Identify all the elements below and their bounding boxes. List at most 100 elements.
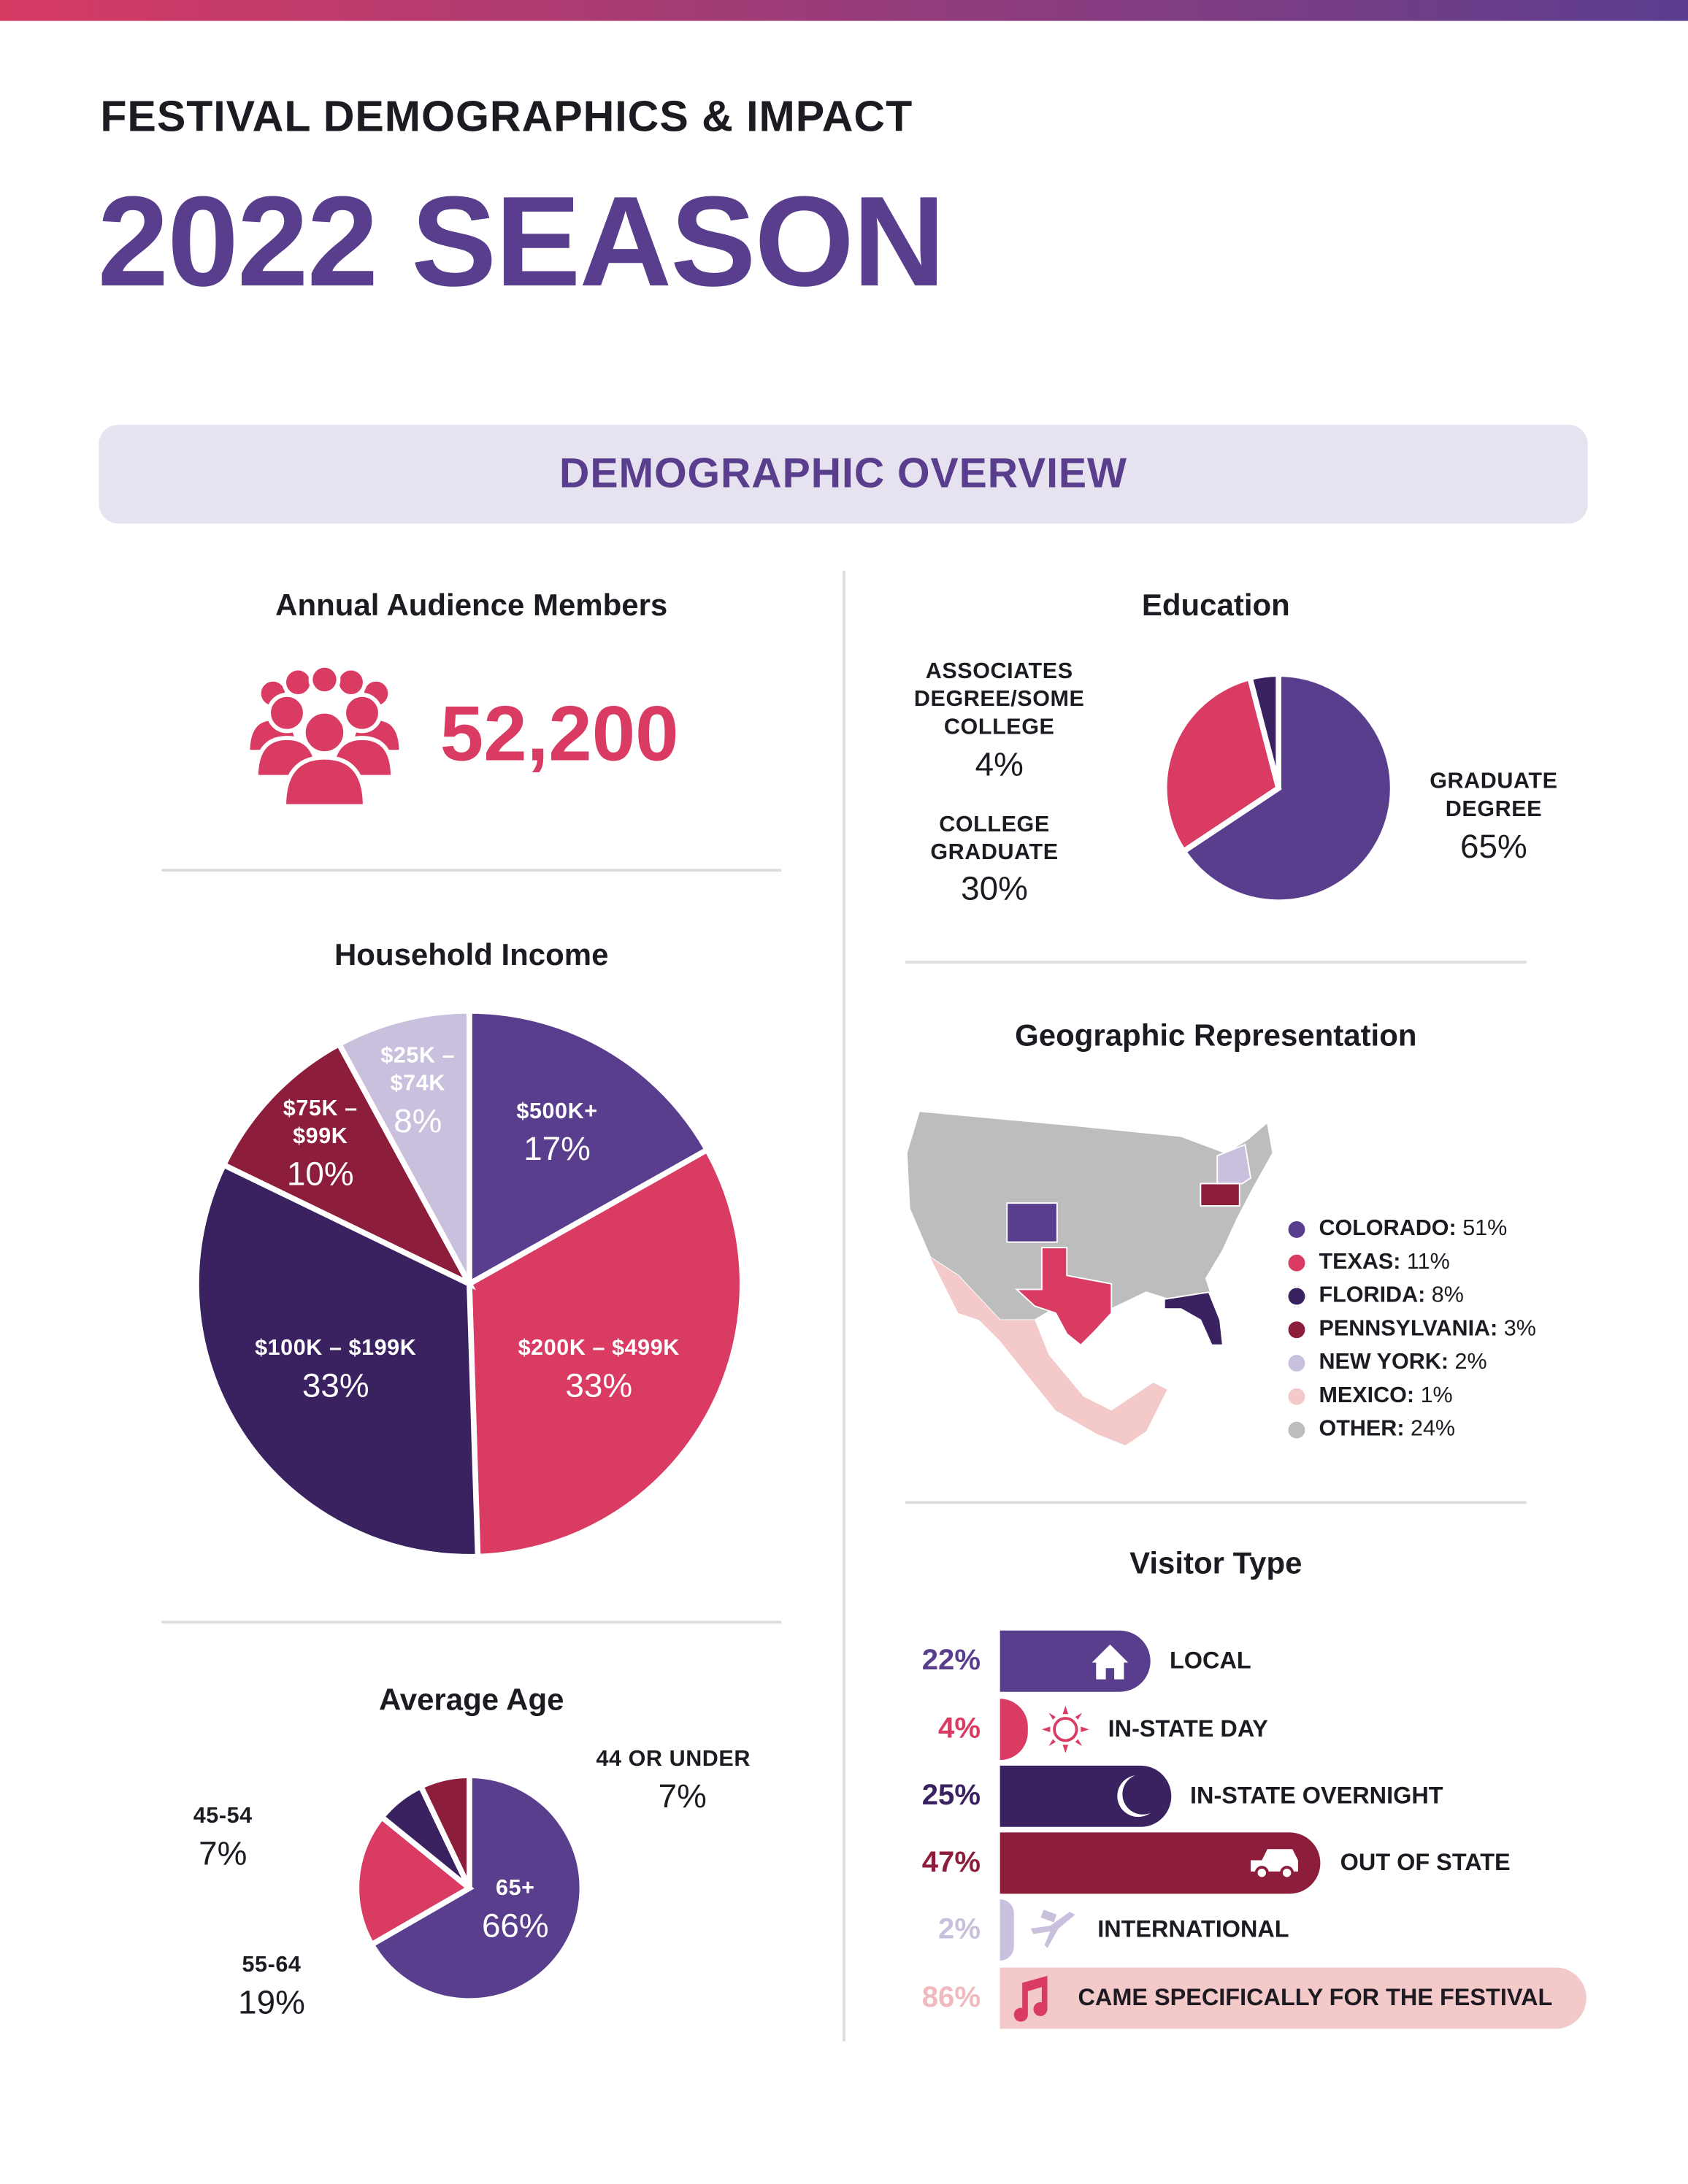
income-label: $500K+ bbox=[516, 1100, 598, 1124]
visitor-pct: 22% bbox=[921, 1644, 981, 1677]
education-slice bbox=[1246, 671, 1281, 789]
visitor-row: 86% CAME SPECIFICALLY FOR THE FESTIVAL bbox=[891, 1967, 1587, 2029]
age-label: 45-54 bbox=[193, 1804, 253, 1829]
new-york-region bbox=[1216, 1143, 1252, 1185]
divider bbox=[905, 1501, 1527, 1504]
legend-swatch bbox=[1288, 1321, 1305, 1339]
income-slice bbox=[466, 1146, 745, 1560]
age-pct: 66% bbox=[481, 1907, 549, 1945]
income-pct: 33% bbox=[565, 1367, 633, 1405]
legend-swatch bbox=[1288, 1288, 1305, 1305]
divider bbox=[161, 869, 782, 872]
section-title: DEMOGRAPHIC OVERVIEW bbox=[559, 450, 1128, 497]
income-slice bbox=[193, 1161, 481, 1560]
florida-region bbox=[1163, 1291, 1224, 1346]
visitor-label: IN-STATE OVERNIGHT bbox=[1190, 1782, 1443, 1809]
visitor-bar bbox=[1000, 1832, 1321, 1894]
visitor-label: IN-STATE DAY bbox=[1108, 1715, 1268, 1742]
education-pct: 30% bbox=[961, 870, 1028, 908]
house-icon bbox=[1089, 1642, 1130, 1680]
divider bbox=[905, 961, 1527, 964]
age-pct: 7% bbox=[658, 1778, 707, 1816]
visitor-row: 25% IN-STATE OVERNIGHT bbox=[891, 1765, 1443, 1827]
age-label: 65+ bbox=[496, 1877, 535, 1901]
age-pct: 19% bbox=[238, 1984, 305, 2022]
legend-swatch bbox=[1288, 1355, 1305, 1372]
income-label: $25K – $74K bbox=[380, 1044, 456, 1096]
texas-region bbox=[1015, 1247, 1113, 1347]
legend-item: PENNSYLVANIA: 3% bbox=[1288, 1313, 1536, 1347]
sun-icon bbox=[1041, 1705, 1089, 1753]
top-gradient-bar bbox=[0, 0, 1688, 21]
legend-item: NEW YORK: 2% bbox=[1288, 1347, 1536, 1380]
income-pct: 8% bbox=[394, 1102, 442, 1141]
visitor-title: Visitor Type bbox=[1129, 1545, 1303, 1581]
geo-legend: COLORADO: 51% TEXAS: 11% FLORIDA: 8% PENNSY… bbox=[1288, 1213, 1536, 1447]
age-title: Average Age bbox=[378, 1682, 564, 1718]
income-pct: 33% bbox=[302, 1367, 369, 1405]
legend-value: 1% bbox=[1420, 1384, 1453, 1408]
visitor-pct: 47% bbox=[921, 1846, 981, 1879]
legend-value: 24% bbox=[1410, 1417, 1456, 1442]
education-label: GRADUATE DEGREE bbox=[1430, 769, 1558, 822]
car-icon bbox=[1248, 1846, 1301, 1880]
legend-item: COLORADO: 51% bbox=[1288, 1213, 1536, 1247]
income-label: $100K – $199K bbox=[255, 1337, 417, 1361]
income-pct: 17% bbox=[523, 1130, 591, 1169]
education-title: Education bbox=[1141, 588, 1290, 623]
visitor-pct: 86% bbox=[921, 1981, 981, 2014]
legend-value: 11% bbox=[1406, 1250, 1450, 1274]
airplane-icon bbox=[1028, 1909, 1078, 1950]
moon-icon bbox=[1115, 1774, 1151, 1818]
visitor-bar bbox=[1000, 1630, 1151, 1692]
income-pct: 10% bbox=[286, 1156, 354, 1193]
age-slice bbox=[367, 1772, 586, 2004]
legend-label: FLORIDA: bbox=[1319, 1283, 1426, 1308]
legend-swatch bbox=[1288, 1254, 1305, 1272]
income-slice bbox=[467, 1008, 711, 1289]
income-slice bbox=[220, 1040, 476, 1291]
legend-value: 8% bbox=[1431, 1283, 1464, 1308]
map-illustration bbox=[905, 1111, 1274, 1446]
legend-label: TEXAS: bbox=[1319, 1250, 1401, 1274]
geo-title: Geographic Representation bbox=[1015, 1018, 1417, 1053]
visitor-label: CAME SPECIFICALLY FOR THE FESTIVAL bbox=[1078, 1984, 1553, 2011]
music-note-icon bbox=[1011, 1975, 1050, 2022]
education-slice bbox=[1161, 674, 1282, 855]
visitor-pct: 4% bbox=[938, 1712, 981, 1745]
kicker: FESTIVAL DEMOGRAPHICS & IMPACT bbox=[100, 91, 913, 141]
income-slice bbox=[335, 1008, 472, 1285]
visitor-bar: CAME SPECIFICALLY FOR THE FESTIVAL bbox=[1000, 1967, 1587, 2029]
age-label: 44 OR UNDER bbox=[596, 1747, 751, 1772]
column-divider bbox=[843, 571, 845, 2042]
legend-item: MEXICO: 1% bbox=[1288, 1380, 1536, 1413]
legend-swatch bbox=[1288, 1220, 1305, 1238]
visitor-label: LOCAL bbox=[1169, 1647, 1251, 1674]
visitor-bar bbox=[1000, 1699, 1028, 1761]
education-label: COLLEGE GRADUATE bbox=[930, 813, 1059, 865]
audience-count: 52,200 bbox=[440, 689, 679, 777]
age-label: 55-64 bbox=[242, 1953, 302, 1977]
education-label: ASSOCIATES DEGREE/SOME COLLEGE bbox=[913, 660, 1085, 739]
visitor-row: 4% IN-STATE DAY bbox=[891, 1699, 1268, 1761]
visitor-label: OUT OF STATE bbox=[1340, 1849, 1511, 1876]
legend-swatch bbox=[1288, 1421, 1305, 1439]
visitor-bar bbox=[1000, 1765, 1171, 1827]
visitor-row: 47% OUT OF STATE bbox=[891, 1832, 1511, 1894]
age-slice bbox=[353, 1812, 475, 1949]
legend-label: PENNSYLVANIA: bbox=[1319, 1317, 1498, 1342]
legend-label: MEXICO: bbox=[1319, 1384, 1415, 1408]
legend-value: 2% bbox=[1454, 1350, 1487, 1374]
legend-item: FLORIDA: 8% bbox=[1288, 1280, 1536, 1313]
legend-item: TEXAS: 11% bbox=[1288, 1246, 1536, 1280]
legend-label: COLORADO: bbox=[1319, 1217, 1457, 1241]
income-title: Household Income bbox=[334, 937, 609, 972]
page-title: 2022 SEASON bbox=[97, 171, 945, 314]
visitor-row: 2% INTERNATIONAL bbox=[891, 1899, 1289, 1961]
visitor-pct: 2% bbox=[938, 1913, 981, 1945]
education-pct: 65% bbox=[1460, 828, 1527, 866]
pennsylvania-region bbox=[1200, 1183, 1240, 1207]
legend-item: OTHER: 24% bbox=[1288, 1413, 1536, 1447]
